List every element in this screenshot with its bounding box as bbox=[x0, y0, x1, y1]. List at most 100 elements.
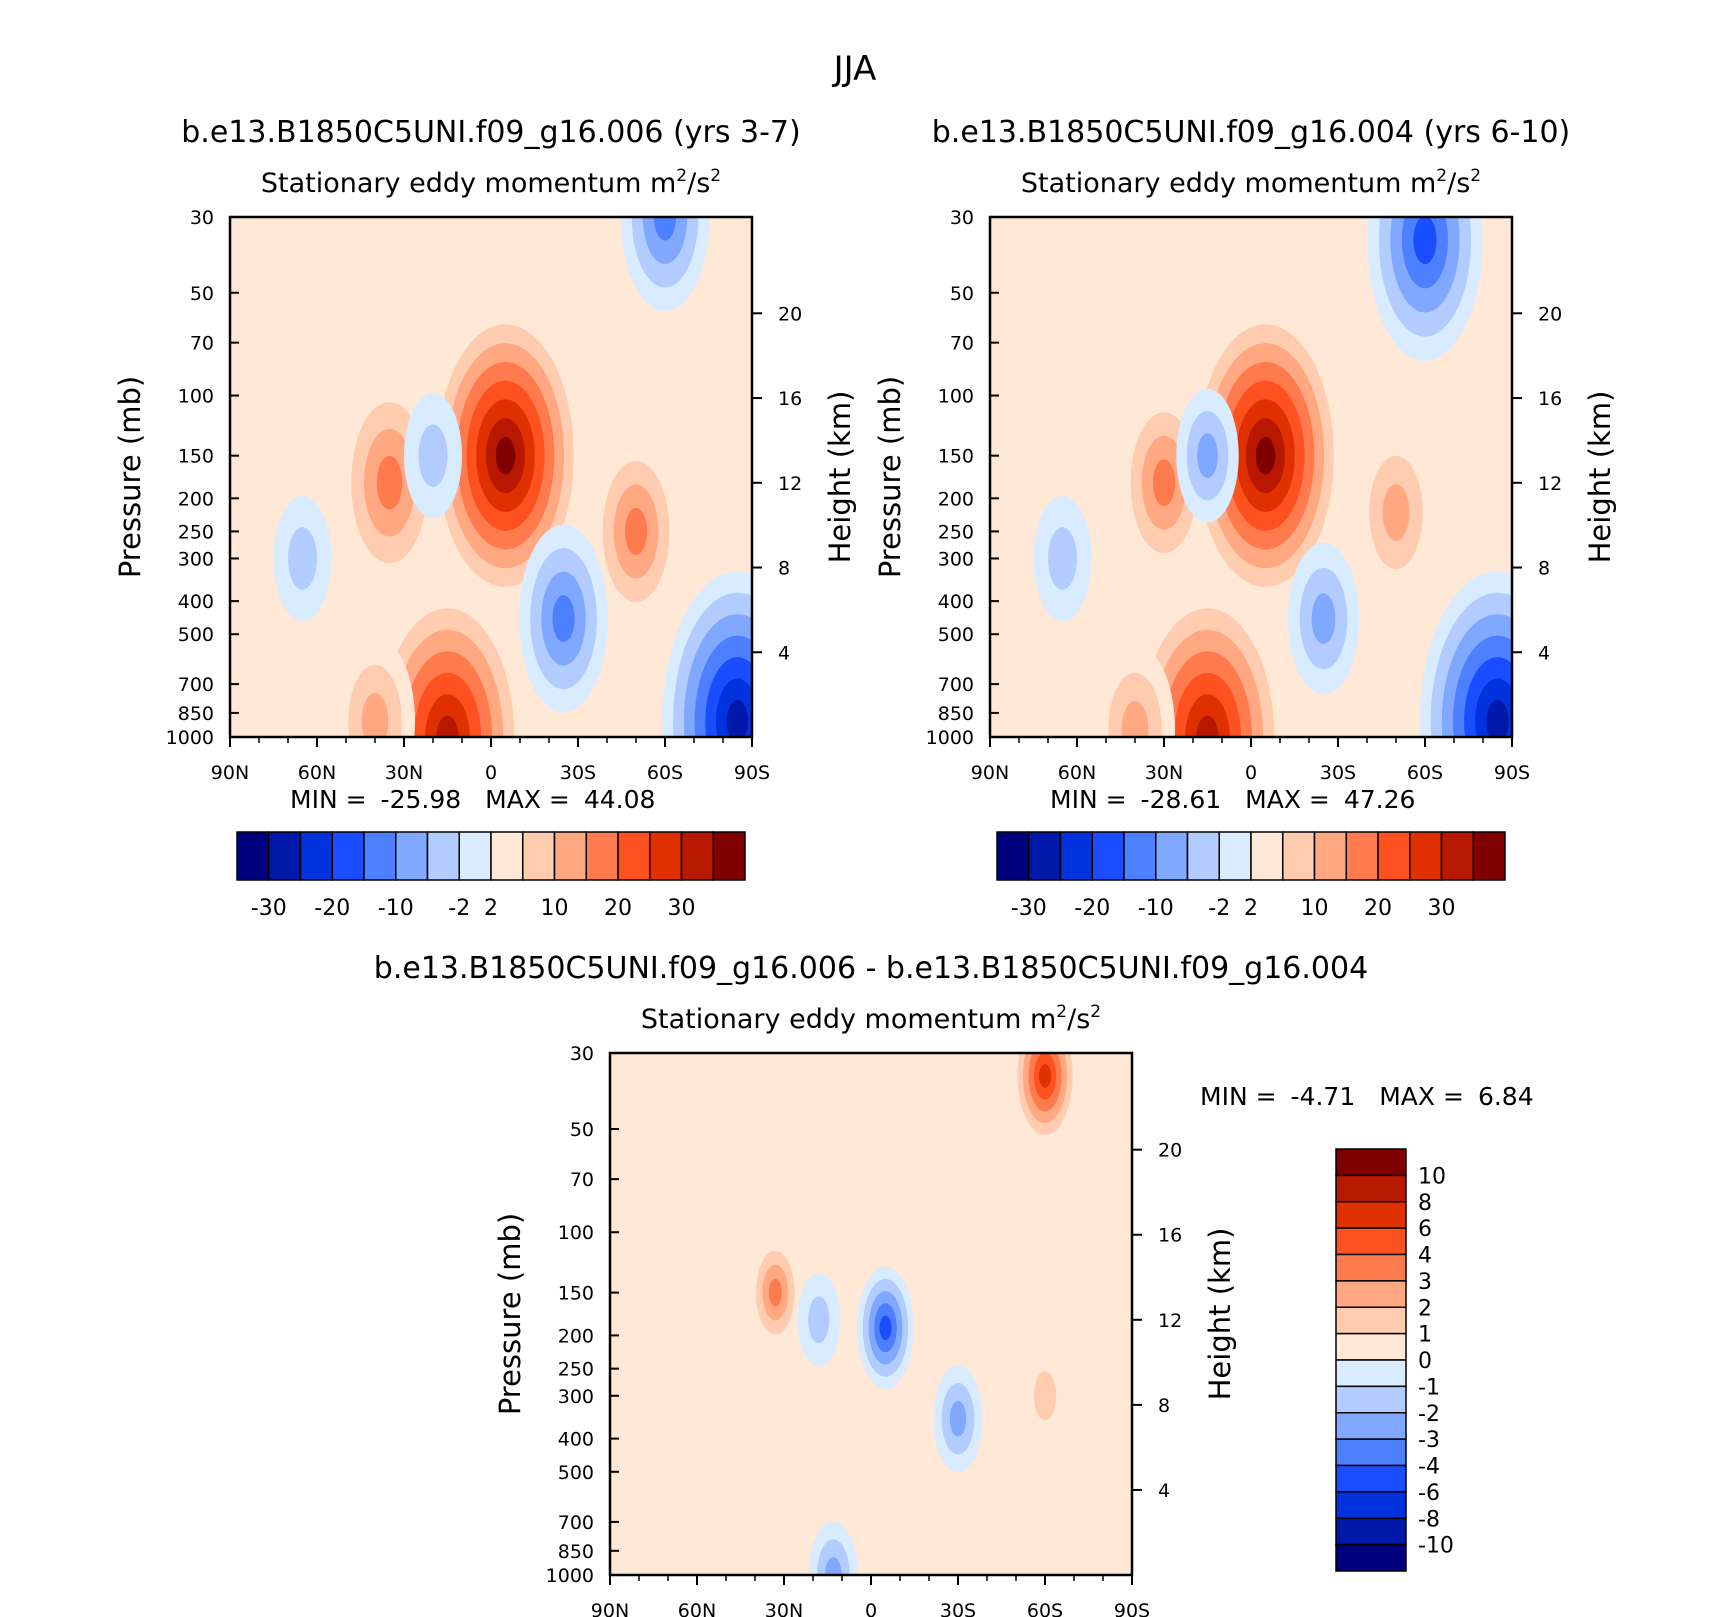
lat-tick-label: 90N bbox=[591, 1600, 629, 1617]
lat-tick-label: 0 bbox=[485, 762, 497, 784]
height-tick-label: 16 bbox=[778, 388, 802, 410]
colorbar-label: 1 bbox=[1418, 1323, 1432, 1348]
lat-tick-label: 90S bbox=[734, 762, 770, 784]
height-tick-label: 8 bbox=[778, 558, 790, 580]
lat-tick-label: 90N bbox=[211, 762, 249, 784]
colorbar-box bbox=[1335, 1385, 1407, 1414]
contour-level-7-0 bbox=[691, 1351, 732, 1441]
min-max-part: MAX = bbox=[485, 785, 570, 814]
colorbar-label: 8 bbox=[1418, 1191, 1432, 1216]
contour-level-2-1 bbox=[1033, 1371, 1057, 1421]
colorbar-box bbox=[1440, 831, 1474, 881]
colorbar-box bbox=[1335, 1306, 1407, 1335]
colorbar-box bbox=[1335, 1543, 1407, 1572]
colorbar-box bbox=[680, 831, 714, 881]
min-max-part: 44.08 bbox=[584, 785, 656, 814]
min-max-part: 6.84 bbox=[1478, 1082, 1534, 1111]
colorbar-label: -2 bbox=[1208, 896, 1230, 921]
lat-tick-label: 60S bbox=[1407, 762, 1443, 784]
contour-level-9-6 bbox=[726, 699, 749, 737]
colorbar-label: 2 bbox=[1418, 1296, 1432, 1321]
colorbar-box bbox=[236, 831, 270, 881]
colorbar-box bbox=[299, 831, 333, 881]
pressure-tick-label: 200 bbox=[938, 488, 974, 510]
lat-tick-label: 30N bbox=[1145, 762, 1183, 784]
colorbar-label: -30 bbox=[1011, 896, 1047, 921]
height-tick-label: 4 bbox=[1158, 1480, 1170, 1502]
contour-field bbox=[990, 217, 1512, 737]
pressure-tick-label: 250 bbox=[938, 521, 974, 543]
colorbar-label: -10 bbox=[1138, 896, 1174, 921]
colorbar-box bbox=[1335, 1517, 1407, 1546]
contour-level-4-2 bbox=[949, 1400, 967, 1437]
panel-case-title: b.e13.B1850C5UNI.f09_g16.004 (yrs 6-10) bbox=[932, 115, 1571, 150]
pressure-tick-label: 150 bbox=[558, 1283, 594, 1305]
colorbar-box bbox=[585, 831, 619, 881]
pressure-tick-label: 700 bbox=[938, 674, 974, 696]
colorbar-box bbox=[617, 831, 651, 881]
pressure-tick-label: 200 bbox=[178, 488, 214, 510]
colorbar-box bbox=[426, 831, 460, 881]
height-axis-label: Height (km) bbox=[1583, 391, 1617, 564]
pressure-tick-label: 400 bbox=[178, 591, 214, 613]
colorbar-label: -10 bbox=[1418, 1534, 1454, 1559]
pressure-tick-label: 250 bbox=[178, 521, 214, 543]
colorbar-box bbox=[1059, 831, 1093, 881]
variable-title-part: 2 bbox=[710, 166, 721, 186]
contour-level-3-4 bbox=[1413, 217, 1437, 265]
contour-level-3-3 bbox=[653, 217, 677, 241]
variable-title-part: /s bbox=[1067, 1004, 1090, 1035]
pressure-tick-label: 300 bbox=[558, 1386, 594, 1408]
min-max-part: MIN = bbox=[1050, 785, 1127, 814]
lat-tick-label: 60N bbox=[678, 1600, 716, 1617]
lat-tick-label: 30N bbox=[765, 1600, 803, 1617]
pressure-tick-label: 850 bbox=[178, 703, 214, 725]
colorbar-box bbox=[1335, 1174, 1407, 1203]
panel-variable-title: Stationary eddy momentum m2/s2 bbox=[1021, 166, 1481, 199]
contour-level-5-2 bbox=[1197, 433, 1218, 479]
colorbar-label: -20 bbox=[314, 896, 350, 921]
colorbar-box bbox=[1335, 1464, 1407, 1493]
pressure-axis-label: Pressure (mb) bbox=[493, 1213, 527, 1415]
pressure-tick-label: 850 bbox=[938, 703, 974, 725]
panel-case-title: b.e13.B1850C5UNI.f09_g16.006 (yrs 3-7) bbox=[181, 115, 800, 150]
pressure-tick-label: 30 bbox=[570, 1043, 594, 1065]
variable-title-part: 2 bbox=[1090, 1002, 1101, 1022]
variable-title-part: 2 bbox=[676, 166, 687, 186]
contour-field bbox=[230, 217, 752, 737]
pressure-tick-label: 100 bbox=[938, 386, 974, 408]
min-max-part: -25.98 bbox=[381, 785, 462, 814]
colorbar-label: -30 bbox=[251, 896, 287, 921]
pressure-tick-label: 100 bbox=[558, 1222, 594, 1244]
pressure-axis-label: Pressure (mb) bbox=[873, 376, 907, 578]
colorbar-box bbox=[268, 831, 302, 881]
pressure-tick-label: 400 bbox=[938, 591, 974, 613]
colorbar-label: -4 bbox=[1418, 1455, 1440, 1480]
pressure-tick-label: 700 bbox=[178, 674, 214, 696]
pressure-tick-label: 150 bbox=[938, 446, 974, 468]
colorbar-label: 4 bbox=[1418, 1244, 1432, 1269]
lat-tick-label: 0 bbox=[865, 1600, 877, 1617]
variable-title-part: Stationary eddy momentum bbox=[641, 1004, 1022, 1035]
colorbar-box bbox=[1313, 831, 1347, 881]
colorbar-label: -1 bbox=[1418, 1375, 1440, 1400]
pressure-tick-label: 70 bbox=[190, 333, 214, 355]
min-max-part: -28.61 bbox=[1141, 785, 1222, 814]
pressure-tick-label: 70 bbox=[950, 333, 974, 355]
pressure-tick-label: 30 bbox=[190, 207, 214, 229]
contour-level-7-6 bbox=[436, 715, 459, 737]
pressure-tick-label: 1000 bbox=[166, 727, 214, 749]
colorbar-box bbox=[1250, 831, 1284, 881]
colorbar-label: -20 bbox=[1074, 896, 1110, 921]
colorbar-label: 30 bbox=[668, 896, 696, 921]
contour-level-1-3 bbox=[376, 455, 403, 510]
colorbar-box bbox=[712, 831, 746, 881]
contour-level-1-3 bbox=[768, 1278, 782, 1307]
variable-title-part: 2 bbox=[1436, 166, 1447, 186]
pressure-tick-label: 250 bbox=[558, 1359, 594, 1381]
contour-level-0-7 bbox=[495, 436, 516, 475]
colorbar-box bbox=[1335, 1280, 1407, 1308]
contour-level-2-2 bbox=[1382, 484, 1410, 541]
colorbar-box bbox=[1218, 831, 1252, 881]
